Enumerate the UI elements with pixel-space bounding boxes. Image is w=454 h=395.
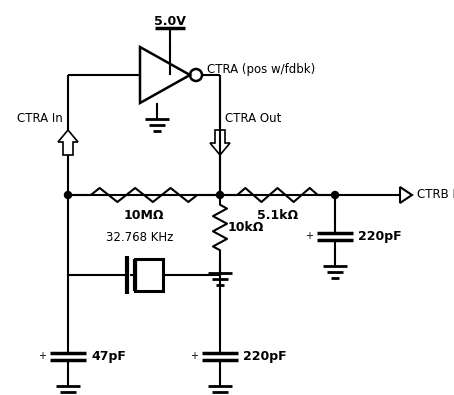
Text: CTRA Out: CTRA Out: [225, 112, 281, 125]
Text: +: +: [38, 351, 46, 361]
Circle shape: [331, 192, 339, 199]
Text: CTRA (pos w/fdbk): CTRA (pos w/fdbk): [207, 64, 315, 77]
Bar: [135, 259, 163, 291]
Text: 32.768 KHz: 32.768 KHz: [106, 231, 174, 244]
Text: 5.1kΩ: 5.1kΩ: [257, 209, 298, 222]
Text: +: +: [305, 231, 313, 241]
Text: 10MΩ: 10MΩ: [124, 209, 164, 222]
Text: CTRA In: CTRA In: [17, 112, 63, 125]
Text: 220pF: 220pF: [243, 350, 286, 363]
Text: 47pF: 47pF: [91, 350, 126, 363]
Text: CTRB In: CTRB In: [417, 188, 454, 201]
Circle shape: [64, 192, 71, 199]
Text: +: +: [190, 351, 198, 361]
Text: 5.0V: 5.0V: [154, 15, 186, 28]
Text: 10kΩ: 10kΩ: [228, 221, 264, 234]
Circle shape: [217, 192, 223, 199]
Text: 220pF: 220pF: [358, 230, 402, 243]
